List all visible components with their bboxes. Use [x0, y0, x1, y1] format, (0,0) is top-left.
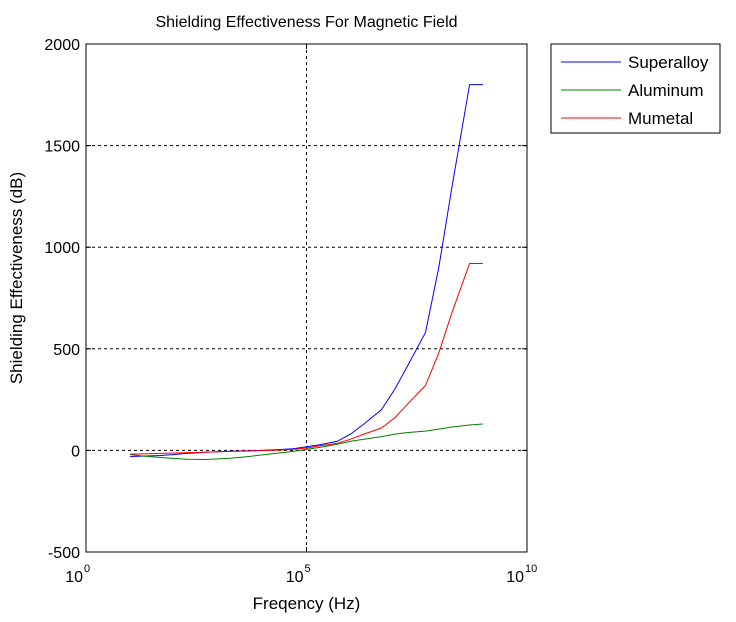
legend-label-aluminum: Aluminum	[628, 81, 704, 100]
x-tick-label: 10 5	[286, 563, 311, 586]
x-tick-label: 10 0	[65, 563, 90, 586]
x-tick-base: 10	[286, 569, 304, 586]
y-tick-label: 500	[53, 342, 80, 359]
y-tick-label: -500	[48, 545, 80, 562]
y-tick-label: 1000	[44, 240, 80, 257]
series-lines	[130, 84, 483, 461]
chart-title: Shielding Effectiveness For Magnetic Fie…	[155, 14, 457, 31]
legend: Superalloy Aluminum Mumetal	[550, 43, 721, 134]
y-tick-label: 2000	[44, 37, 80, 54]
x-tick-exponent: 10	[525, 563, 537, 575]
series-line-aluminum	[130, 423, 483, 461]
y-tick-label: 1500	[44, 139, 80, 156]
legend-label-mumetal: Mumetal	[628, 109, 693, 128]
x-tick-labels: 10 0 10 5 10 10	[65, 563, 537, 586]
x-tick-exponent: 5	[305, 563, 311, 575]
y-tick-labels: -500 0 500 1000 1500 2000	[44, 37, 80, 562]
y-tick-label: 0	[71, 443, 80, 460]
y-axis-title: Shielding Effectiveness (dB)	[7, 172, 26, 384]
x-tick-label: 10 10	[506, 563, 537, 586]
x-tick-exponent: 0	[84, 563, 90, 575]
legend-label-superalloy: Superalloy	[628, 53, 709, 72]
grid-lines	[86, 44, 527, 552]
tick-marks	[85, 43, 528, 553]
x-tick-base: 10	[506, 569, 524, 586]
x-tick-base: 10	[65, 569, 83, 586]
series-line-mumetal	[130, 263, 483, 455]
x-axis-title: Freqency (Hz)	[253, 594, 361, 613]
series-line-superalloy	[130, 84, 483, 457]
